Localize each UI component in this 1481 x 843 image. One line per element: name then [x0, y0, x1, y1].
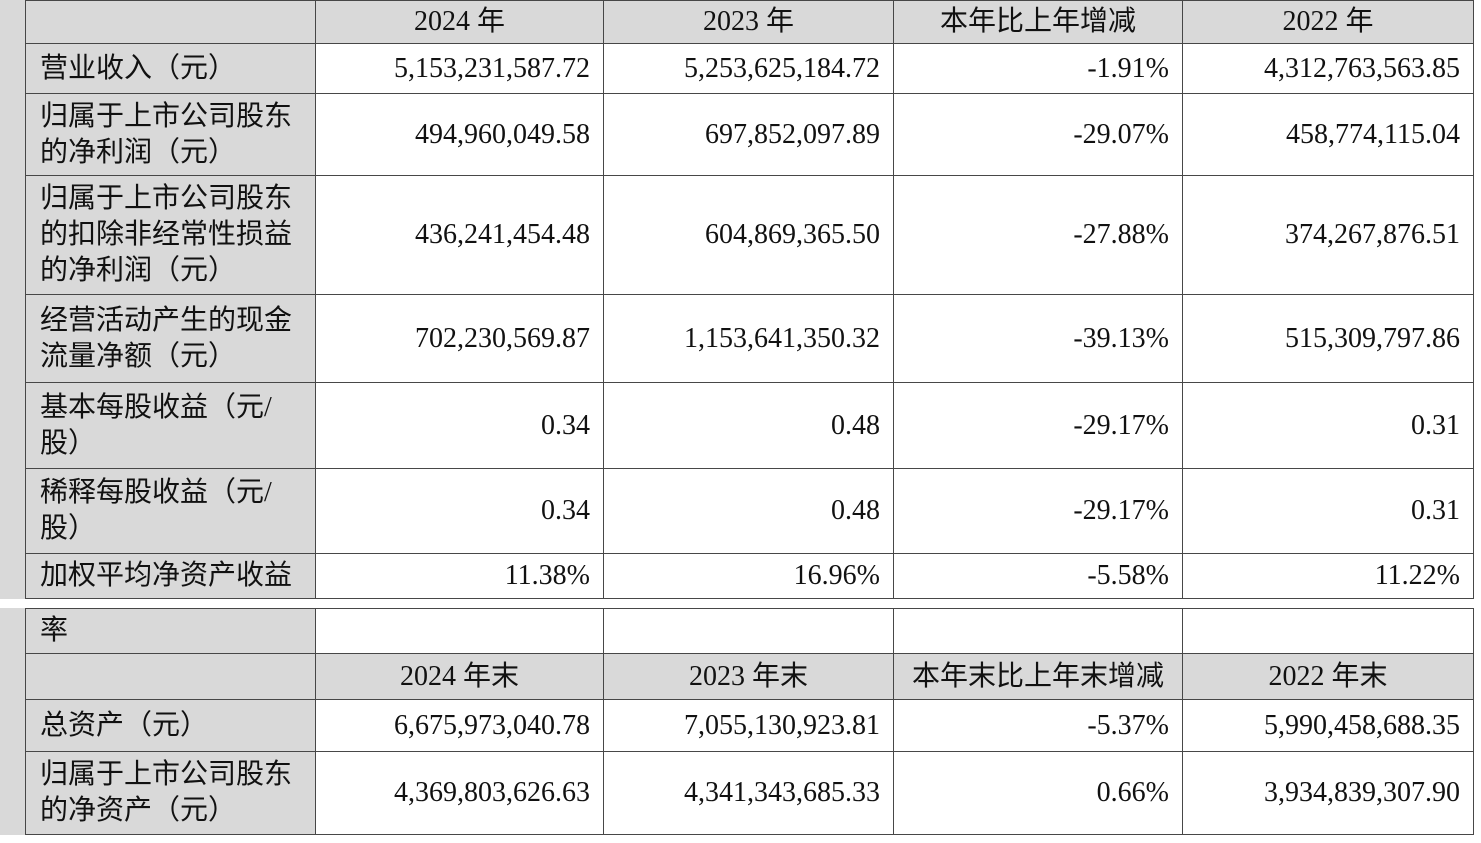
header-cell-period-end-change: 本年末比上年末增减 — [893, 653, 1183, 700]
value-yoy-change — [893, 608, 1183, 654]
value-2022: 0.31 — [1182, 382, 1474, 469]
table-header-row: 2024 年 2023 年 本年比上年增减 2022 年 — [25, 0, 1474, 44]
value-yoy-change: -1.91% — [893, 43, 1183, 94]
value-2024-end: 4,369,803,626.63 — [315, 751, 604, 835]
value-2022: 374,267,876.51 — [1182, 175, 1474, 295]
table-row-diluted-eps: 稀释每股收益（元/股） 0.34 0.48 -29.17% 0.31 — [25, 468, 1474, 554]
value-2022: 515,309,797.86 — [1182, 294, 1474, 383]
value-2023: 604,869,365.50 — [603, 175, 894, 295]
header-cell-blank — [25, 0, 316, 44]
value-2023: 1,153,641,350.32 — [603, 294, 894, 383]
value-yoy-change: -27.88% — [893, 175, 1183, 295]
table-row-total-assets: 总资产（元） 6,675,973,040.78 7,055,130,923.81… — [25, 699, 1474, 752]
value-2023: 5,253,625,184.72 — [603, 43, 894, 94]
value-2023 — [603, 608, 894, 654]
row-label: 稀释每股收益（元/股） — [25, 468, 316, 554]
value-2022-end: 5,990,458,688.35 — [1182, 699, 1474, 752]
value-2024: 494,960,049.58 — [315, 93, 604, 176]
value-2022: 458,774,115.04 — [1182, 93, 1474, 176]
table-row-net-profit: 归属于上市公司股东的净利润（元） 494,960,049.58 697,852,… — [25, 93, 1474, 176]
row-label: 归属于上市公司股东的净利润（元） — [25, 93, 316, 176]
row-label: 基本每股收益（元/股） — [25, 382, 316, 469]
header-cell-2024-end: 2024 年末 — [315, 653, 604, 700]
value-2024: 5,153,231,587.72 — [315, 43, 604, 94]
value-2024: 0.34 — [315, 468, 604, 554]
period-end-indicators-table: 率 2024 年末 2023 年末 本年末比上年末增减 2022 年末 总资产（… — [25, 608, 1474, 835]
value-2022 — [1182, 608, 1474, 654]
value-2022-end: 3,934,839,307.90 — [1182, 751, 1474, 835]
table-row-basic-eps: 基本每股收益（元/股） 0.34 0.48 -29.17% 0.31 — [25, 382, 1474, 469]
value-2024-end: 6,675,973,040.78 — [315, 699, 604, 752]
table-row-operating-revenue: 营业收入（元） 5,153,231,587.72 5,253,625,184.7… — [25, 43, 1474, 94]
value-2023: 0.48 — [603, 382, 894, 469]
value-2024: 436,241,454.48 — [315, 175, 604, 295]
left-gray-bleed — [0, 608, 25, 835]
value-2024 — [315, 608, 604, 654]
row-label: 经营活动产生的现金流量净额（元） — [25, 294, 316, 383]
header-cell-2024: 2024 年 — [315, 0, 604, 44]
header-cell-blank — [25, 653, 316, 700]
value-2023-end: 7,055,130,923.81 — [603, 699, 894, 752]
value-2022: 11.22% — [1182, 553, 1474, 599]
row-label: 总资产（元） — [25, 699, 316, 752]
row-label: 营业收入（元） — [25, 43, 316, 94]
value-2023: 0.48 — [603, 468, 894, 554]
value-2022: 4,312,763,563.85 — [1182, 43, 1474, 94]
table-header-row-period-end: 2024 年末 2023 年末 本年末比上年末增减 2022 年末 — [25, 653, 1474, 700]
row-label: 率 — [25, 608, 316, 654]
value-yoy-change: -29.17% — [893, 468, 1183, 554]
annual-indicators-table: 2024 年 2023 年 本年比上年增减 2022 年 营业收入（元） 5,1… — [25, 0, 1474, 599]
header-cell-2023-end: 2023 年末 — [603, 653, 894, 700]
value-2023: 697,852,097.89 — [603, 93, 894, 176]
left-gray-bleed — [0, 0, 25, 599]
table-row-weighted-avg-roe: 加权平均净资产收益 11.38% 16.96% -5.58% 11.22% — [25, 553, 1474, 599]
value-period-end-change: 0.66% — [893, 751, 1183, 835]
value-2023: 16.96% — [603, 553, 894, 599]
key-financials-period-end-table: 率 2024 年末 2023 年末 本年末比上年末增减 2022 年末 总资产（… — [0, 608, 1474, 835]
value-yoy-change: -5.58% — [893, 553, 1183, 599]
header-cell-2022-end: 2022 年末 — [1182, 653, 1474, 700]
row-label: 归属于上市公司股东的净资产（元） — [25, 751, 316, 835]
value-yoy-change: -29.07% — [893, 93, 1183, 176]
header-cell-2023: 2023 年 — [603, 0, 894, 44]
value-yoy-change: -39.13% — [893, 294, 1183, 383]
header-cell-yoy-change: 本年比上年增减 — [893, 0, 1183, 44]
value-period-end-change: -5.37% — [893, 699, 1183, 752]
row-label: 归属于上市公司股东的扣除非经常性损益的净利润（元） — [25, 175, 316, 295]
table-row-roe-label-carryover: 率 — [25, 608, 1474, 654]
row-label: 加权平均净资产收益 — [25, 553, 316, 599]
value-2024: 702,230,569.87 — [315, 294, 604, 383]
value-yoy-change: -29.17% — [893, 382, 1183, 469]
value-2024: 11.38% — [315, 553, 604, 599]
table-row-net-profit-excl-nonrecurring: 归属于上市公司股东的扣除非经常性损益的净利润（元） 436,241,454.48… — [25, 175, 1474, 295]
table-row-operating-cash-flow: 经营活动产生的现金流量净额（元） 702,230,569.87 1,153,64… — [25, 294, 1474, 383]
table-row-net-assets: 归属于上市公司股东的净资产（元） 4,369,803,626.63 4,341,… — [25, 751, 1474, 835]
value-2022: 0.31 — [1182, 468, 1474, 554]
key-financials-annual-table: 2024 年 2023 年 本年比上年增减 2022 年 营业收入（元） 5,1… — [0, 0, 1474, 599]
value-2024: 0.34 — [315, 382, 604, 469]
value-2023-end: 4,341,343,685.33 — [603, 751, 894, 835]
header-cell-2022: 2022 年 — [1182, 0, 1474, 44]
